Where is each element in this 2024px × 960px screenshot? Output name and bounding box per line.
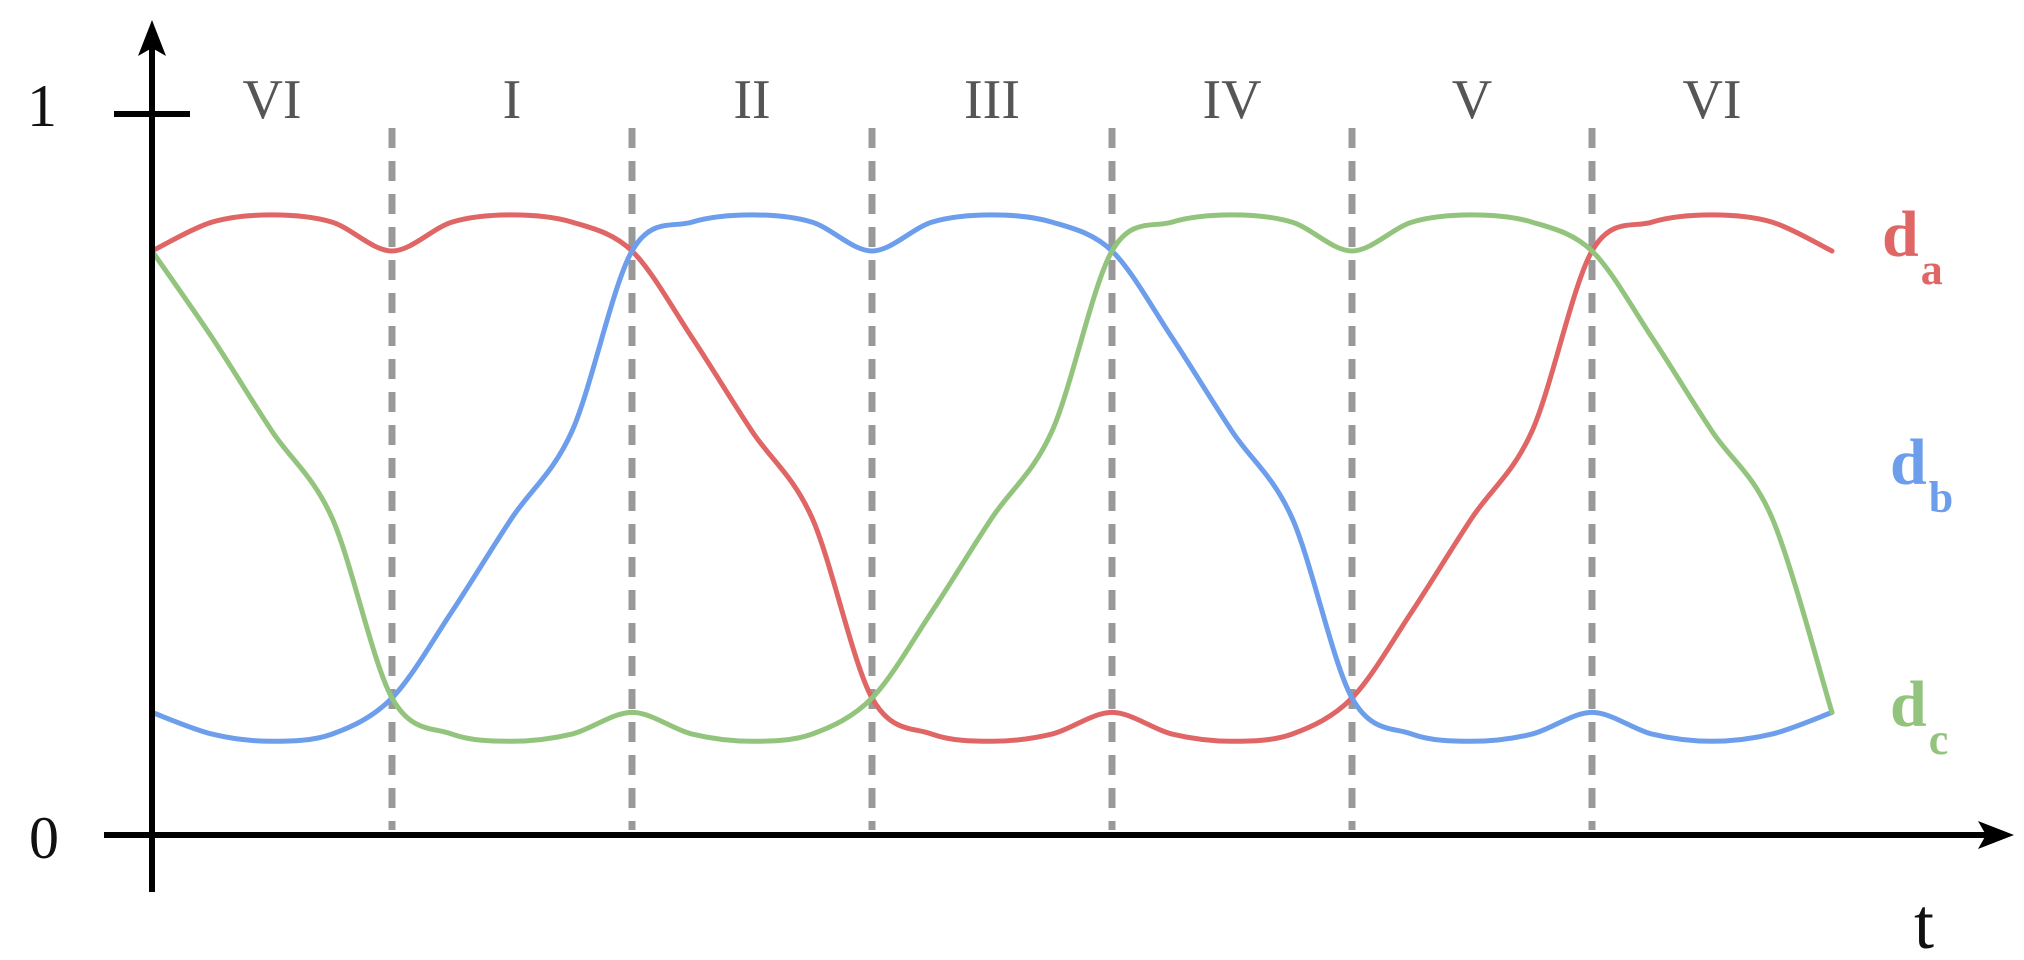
y-axis-arrow-icon [138,20,166,56]
sector-label: III [964,69,1020,131]
y-tick-label-1: 1 [27,73,57,139]
series-label-subscript: c [1929,715,1949,764]
sector-label: VI [1682,69,1741,131]
y-tick-label-0: 0 [29,805,59,871]
sector-label: V [1452,69,1492,131]
series-label-da: da [1882,198,1943,294]
x-axis-label: t [1914,884,1934,960]
sector-label: I [503,69,522,131]
series-label-name: d [1890,426,1927,499]
series-line-dc [149,212,1835,744]
series-lines [149,212,1835,744]
sector-label: II [733,69,770,131]
series-label-name: d [1890,668,1927,741]
series-label-subscript: b [1929,473,1953,522]
sector-label: IV [1202,69,1261,131]
sector-label: VI [242,69,301,131]
x-axis-arrow-icon [1978,821,2014,849]
series-label-dc: dc [1890,668,1948,764]
axes [104,20,2014,892]
series-label-db: db [1890,426,1953,522]
series-line-db [149,212,1835,744]
series-label-subscript: a [1921,245,1943,294]
sector-labels: VI I II III IV V VI [242,69,1741,131]
sector-dividers [388,128,1596,830]
series-line-da [149,212,1835,744]
series-label-name: d [1882,198,1919,271]
